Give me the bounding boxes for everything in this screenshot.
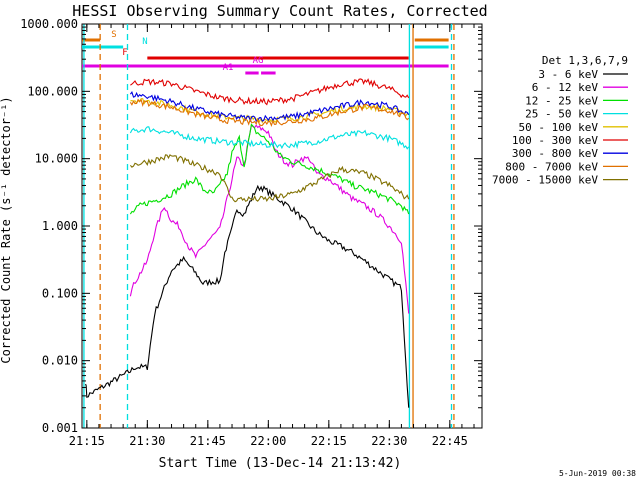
x-tick-label: 22:30 xyxy=(371,434,407,448)
legend-label-3: 25 - 50 keV xyxy=(525,108,598,121)
series-line-3 xyxy=(129,126,410,150)
chart-title: HESSI Observing Summary Count Rates, Cor… xyxy=(72,2,487,20)
x-tick-label: 22:45 xyxy=(432,434,468,448)
y-tick-label: 0.100 xyxy=(42,286,78,300)
legend-label-0: 3 - 6 keV xyxy=(538,68,598,81)
flag-label-f: F xyxy=(122,48,127,58)
flag-label-s: S xyxy=(111,30,116,40)
series-lines xyxy=(85,78,410,408)
y-tick-label: 0.001 xyxy=(42,421,78,435)
legend-title: Det 1,3,6,7,9 xyxy=(542,54,628,67)
x-tick-label: 22:00 xyxy=(250,434,286,448)
x-tick-label: 21:45 xyxy=(190,434,226,448)
y-tick-label: 0.010 xyxy=(42,354,78,368)
flag-label-ag: AG xyxy=(253,56,264,66)
series-line-1 xyxy=(129,124,410,314)
y-tick-label: 10.000 xyxy=(35,152,78,166)
axes: 1000.000 100.000 10.000 1.000 0.100 0.010 0.00… xyxy=(20,17,482,448)
flag-label-a1: A1 xyxy=(223,63,234,73)
flag-bars: S N F AG A1 xyxy=(82,30,449,75)
y-tick-label: 1000.000 xyxy=(20,17,78,31)
legend-label-6: 300 - 800 keV xyxy=(512,147,598,160)
series-line-8 xyxy=(129,154,410,203)
legend-label-1: 6 - 12 keV xyxy=(532,81,599,94)
x-axis-label: Start Time (13-Dec-14 21:13:42) xyxy=(159,456,402,471)
series-line-6 xyxy=(129,91,410,123)
series-line-2 xyxy=(129,123,410,215)
series-line-5 xyxy=(130,78,410,106)
y-tick-label: 1.000 xyxy=(42,219,78,233)
y-tick-label: 100.000 xyxy=(27,84,78,98)
x-tick-label: 21:30 xyxy=(129,434,165,448)
legend-label-7: 800 - 7000 keV xyxy=(505,160,598,173)
series-line-0 xyxy=(85,184,410,408)
date-stamp: 5-Jun-2019 00:38 xyxy=(559,469,636,478)
x-tick-label: 22:15 xyxy=(311,434,347,448)
legend-label-8: 7000 - 15000 keV xyxy=(492,174,598,187)
series-line-7 xyxy=(129,98,410,127)
flag-label-n: N xyxy=(142,37,147,47)
legend-label-5: 100 - 300 keV xyxy=(512,134,598,147)
x-tick-label: 21:15 xyxy=(69,434,105,448)
legend-label-4: 50 - 100 keV xyxy=(519,121,599,134)
legend-label-2: 12 - 25 keV xyxy=(525,94,598,107)
y-axis-label: Corrected Count Rate (s⁻¹ detector⁻¹) xyxy=(0,96,13,363)
